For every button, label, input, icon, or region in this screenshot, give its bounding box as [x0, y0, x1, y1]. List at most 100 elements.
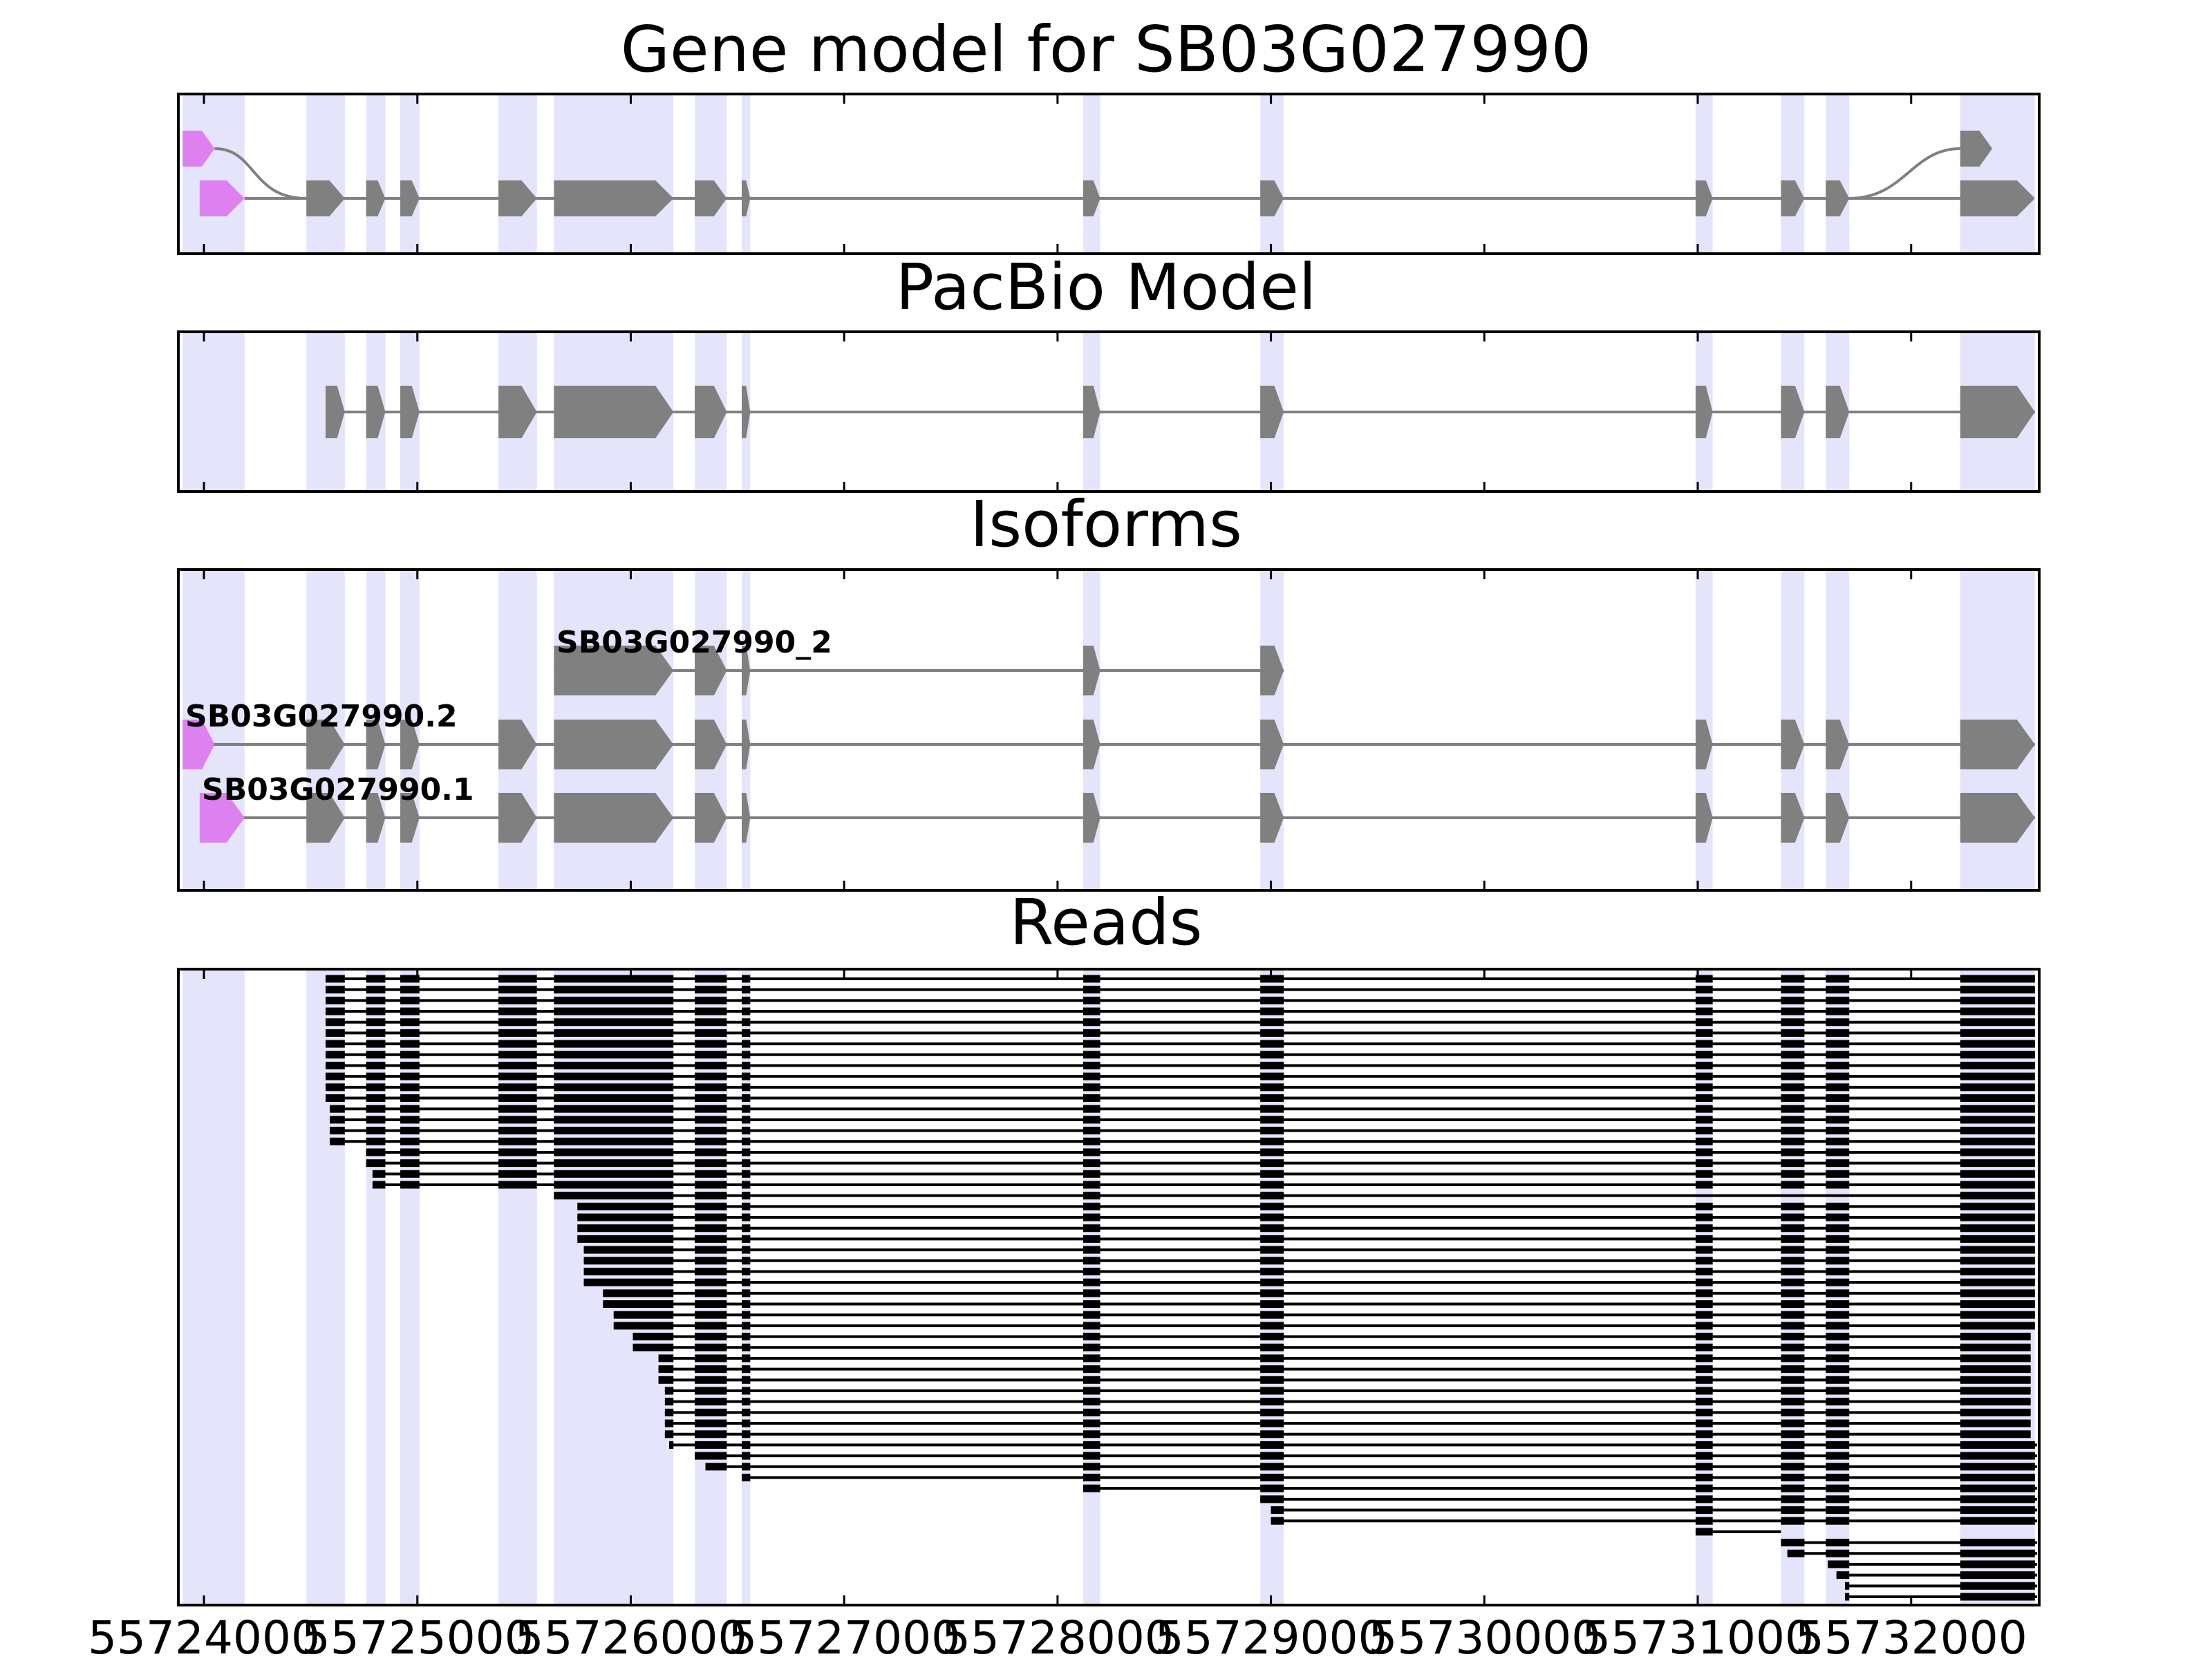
read-block: [1695, 1159, 1713, 1168]
exon-block: [1260, 646, 1284, 695]
read-block: [1826, 1257, 1850, 1265]
read-block: [1695, 1343, 1713, 1351]
read-block: [695, 1202, 727, 1210]
read-alignment: [1260, 1495, 2037, 1503]
exon-block: [554, 386, 674, 438]
read-block: [695, 1159, 727, 1168]
read-block: [1260, 1148, 1284, 1156]
exon-block: [1260, 720, 1284, 769]
read-block: [1260, 1116, 1284, 1124]
read-block: [1960, 1116, 2035, 1124]
read-block: [1781, 1289, 1805, 1297]
read-alignment: [1845, 1582, 2037, 1590]
read-block: [1960, 1018, 2035, 1027]
read-block: [366, 996, 386, 1004]
read-block: [1695, 1083, 1713, 1091]
read-block: [583, 1267, 674, 1275]
read-block: [330, 1127, 345, 1135]
read-alignment: [583, 1246, 2035, 1254]
exon-region-shading: [554, 94, 674, 254]
read-block: [1082, 1246, 1100, 1254]
read-block: [1781, 1354, 1805, 1362]
read-block: [366, 1148, 386, 1156]
read-block: [1082, 1061, 1100, 1069]
read-alignment: [326, 1029, 2035, 1037]
read-block: [366, 1007, 386, 1015]
read-block: [554, 1192, 674, 1200]
read-block: [1826, 1094, 1850, 1103]
read-block: [1826, 1354, 1850, 1362]
read-block: [1695, 1365, 1713, 1374]
read-block: [1960, 1408, 2031, 1416]
read-block: [1260, 1235, 1284, 1243]
exon-region-shading: [1781, 94, 1805, 254]
read-block: [330, 1105, 345, 1113]
panel-title-isoforms: Isoforms: [970, 487, 1242, 561]
read-block: [695, 1333, 727, 1341]
read-block: [1082, 1463, 1100, 1471]
read-block: [1695, 1224, 1713, 1232]
read-block: [554, 1040, 674, 1048]
read-block: [498, 1137, 537, 1145]
read-block: [1260, 1170, 1284, 1178]
read-block: [554, 1083, 674, 1091]
read-block: [400, 975, 420, 983]
read-block: [1082, 1322, 1100, 1330]
read-block: [1826, 1300, 1850, 1309]
read-block: [1960, 1571, 2035, 1580]
exon-block: [1960, 720, 2035, 769]
read-block: [1826, 1170, 1850, 1178]
read-alignment: [326, 1051, 2035, 1059]
read-block: [366, 1072, 386, 1080]
read-block: [1960, 1333, 2031, 1341]
read-block: [742, 1105, 751, 1113]
read-block: [326, 1072, 345, 1080]
read-alignment: [554, 1192, 2035, 1200]
read-alignment: [1082, 1484, 2037, 1492]
read-block: [1271, 1517, 1284, 1525]
exon-block: [326, 386, 345, 438]
read-block: [742, 1289, 751, 1297]
read-block: [1826, 1007, 1850, 1015]
read-block: [1260, 1257, 1284, 1265]
read-block: [1960, 1127, 2035, 1135]
read-block: [1082, 1267, 1100, 1275]
exon-region-shading: [1826, 94, 1850, 254]
exon-region-shading: [182, 332, 245, 491]
read-block: [742, 1029, 751, 1037]
read-block: [695, 1224, 727, 1232]
read-block: [742, 1333, 751, 1341]
read-block: [498, 1094, 537, 1103]
read-block: [366, 1051, 386, 1059]
read-block: [742, 1419, 751, 1427]
read-block: [1695, 1170, 1713, 1178]
read-block: [1271, 1506, 1284, 1515]
read-block: [742, 1473, 751, 1481]
read-block: [1826, 1061, 1850, 1069]
read-block: [742, 1083, 751, 1091]
read-block: [742, 1192, 751, 1200]
read-block: [742, 1257, 751, 1265]
read-block: [1960, 1029, 2035, 1037]
exon-block: [498, 793, 537, 843]
read-block: [1781, 1484, 1805, 1492]
read-block: [1960, 1267, 2035, 1275]
read-block: [1695, 1202, 1713, 1210]
read-block: [577, 1202, 674, 1210]
exon-block: [695, 180, 727, 216]
read-block: [1781, 1333, 1805, 1341]
read-block: [1781, 1376, 1805, 1384]
read-block: [583, 1278, 674, 1286]
read-block: [669, 1441, 674, 1449]
read-block: [742, 1398, 751, 1406]
read-block: [1781, 975, 1805, 983]
read-block: [1695, 1452, 1713, 1460]
read-block: [1695, 1419, 1713, 1427]
read-block: [1781, 996, 1805, 1004]
read-block: [1826, 1311, 1850, 1319]
read-block: [1826, 1343, 1850, 1351]
read-block: [1695, 1257, 1713, 1265]
read-block: [372, 1170, 386, 1178]
read-block: [1260, 1463, 1284, 1471]
